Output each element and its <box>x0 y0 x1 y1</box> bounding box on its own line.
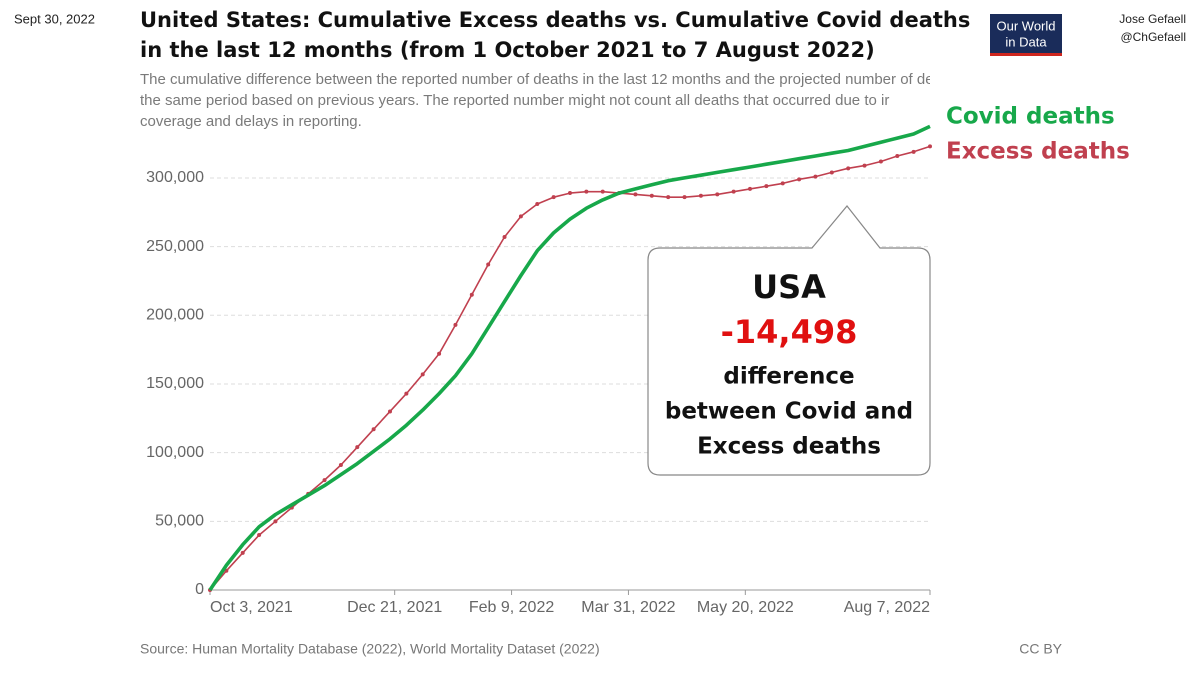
series-line <box>208 124 931 591</box>
logo-text: Our World <box>997 18 1056 33</box>
data-point <box>338 463 343 468</box>
author: @ChGefaell <box>1120 30 1186 44</box>
data-point <box>568 191 572 196</box>
data-point <box>731 189 736 194</box>
x-tick-label: Mar 31, 2022 <box>581 599 675 616</box>
x-tick-label: Aug 7, 2022 <box>844 599 930 616</box>
y-tick-label: 0 <box>195 581 204 598</box>
data-point <box>273 519 278 524</box>
data-point <box>551 195 556 200</box>
logo-text: in Data <box>1005 34 1047 49</box>
y-tick-label: 300,000 <box>146 169 204 186</box>
data-point <box>928 144 932 149</box>
x-tick-label: Oct 3, 2021 <box>210 599 293 616</box>
label-backdrop <box>930 60 1200 170</box>
y-tick-label: 50,000 <box>155 513 204 530</box>
plot-area: 0 50,000 100,000 150,000 200,000 250,000 300,0… <box>146 124 932 616</box>
data-point <box>584 189 589 194</box>
callout-text: difference <box>723 364 854 390</box>
series-label: Excess deaths <box>946 139 1130 165</box>
x-tick-label: Feb 9, 2022 <box>469 599 555 616</box>
subtitle: The cumulative difference between the re… <box>140 71 984 88</box>
data-point <box>355 445 360 450</box>
y-tick-label: 250,000 <box>146 238 204 255</box>
data-point <box>388 409 392 414</box>
data-point <box>633 192 638 197</box>
data-point <box>649 193 654 198</box>
date: Sept 30, 2022 <box>14 11 95 26</box>
subtitle: coverage and delays in reporting. <box>140 113 362 130</box>
data-point <box>715 192 720 197</box>
x-tick-label: Dec 21, 2021 <box>347 599 442 616</box>
data-point <box>453 322 458 327</box>
source: Source: Human Mortality Database (2022),… <box>140 641 600 657</box>
data-point <box>404 391 409 396</box>
data-point <box>911 149 916 154</box>
data-point <box>437 351 442 356</box>
logo <box>990 14 1062 56</box>
callout-value: -14,498 <box>721 313 858 351</box>
data-point <box>486 262 491 267</box>
data-point <box>322 478 327 483</box>
data-point <box>502 235 507 240</box>
x-tick-label: May 20, 2022 <box>697 599 794 616</box>
data-point <box>698 193 703 198</box>
data-point <box>813 174 818 179</box>
data-point <box>240 550 245 555</box>
callout-text: Excess deaths <box>697 434 881 460</box>
callout-title: USA <box>752 268 826 306</box>
data-point <box>862 163 867 168</box>
data-point <box>257 533 262 538</box>
data-point <box>780 181 785 186</box>
author: Jose Gefaell <box>1119 12 1186 26</box>
y-tick-label: 150,000 <box>146 375 204 392</box>
data-point <box>420 372 425 377</box>
callout <box>647 205 931 476</box>
data-point <box>829 170 834 175</box>
data-point <box>518 214 523 219</box>
data-point <box>878 159 883 164</box>
data-point <box>666 195 671 200</box>
data-point <box>600 189 605 194</box>
data-point <box>748 186 752 191</box>
license: CC BY <box>1019 641 1062 657</box>
chart-title: in the last 12 months (from 1 October 20… <box>140 38 875 62</box>
data-point <box>797 177 802 182</box>
data-point <box>846 166 851 171</box>
y-tick-label: 200,000 <box>146 307 204 324</box>
data-point <box>371 427 376 432</box>
series-label: Covid deaths <box>946 104 1115 130</box>
data-point <box>764 184 769 189</box>
data-point <box>469 292 474 297</box>
data-point <box>682 195 687 200</box>
chart-title: United States: Cumulative Excess deaths … <box>140 8 970 32</box>
subtitle: the same period based on previous years.… <box>140 92 889 109</box>
data-point <box>895 153 900 158</box>
logo-bar <box>990 53 1062 56</box>
callout-text: between Covid and <box>665 399 913 425</box>
y-tick-label: 100,000 <box>146 444 204 461</box>
data-point <box>535 202 540 207</box>
